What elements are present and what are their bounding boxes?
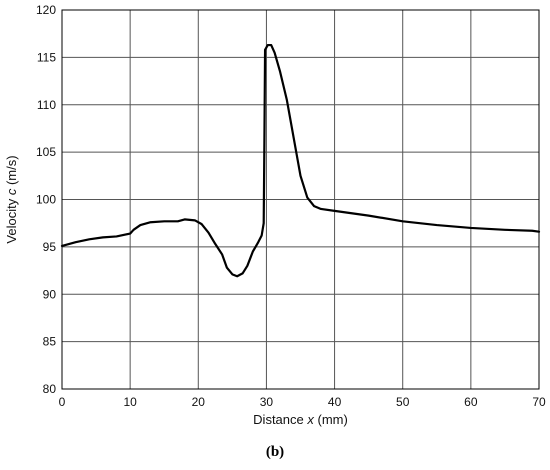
x-tick-label: 20 bbox=[192, 395, 206, 409]
y-tick-label: 85 bbox=[43, 335, 57, 349]
grid-lines bbox=[62, 10, 539, 389]
x-axis-label: Distance x (mm) bbox=[253, 412, 348, 427]
x-tick-label: 70 bbox=[532, 395, 546, 409]
x-tick-label: 10 bbox=[123, 395, 137, 409]
y-tick-label: 110 bbox=[37, 98, 56, 112]
y-tick-label: 90 bbox=[43, 287, 57, 301]
y-tick-label: 115 bbox=[37, 50, 56, 64]
y-tick-label: 100 bbox=[36, 193, 56, 207]
y-tick-label: 105 bbox=[36, 145, 56, 159]
x-tick-label: 60 bbox=[464, 395, 478, 409]
x-tick-label: 50 bbox=[396, 395, 410, 409]
figure-caption: (b) bbox=[0, 444, 550, 461]
velocity-series-line bbox=[62, 45, 539, 276]
y-tick-labels: 80 85 90 95 100 105 110 115 120 bbox=[36, 3, 56, 396]
y-tick-label: 80 bbox=[43, 382, 57, 396]
chart-svg: 0 10 20 30 40 50 60 70 80859095100105110115120 … bbox=[0, 0, 550, 440]
x-tick-label: 0 bbox=[59, 395, 66, 409]
x-tick-label: 40 bbox=[328, 395, 342, 409]
y-tick-label: 120 bbox=[36, 3, 56, 17]
y-tick-label: 95 bbox=[43, 240, 57, 254]
x-tick-label: 30 bbox=[260, 395, 274, 409]
x-tick-labels: 0 10 20 30 40 50 60 70 bbox=[59, 395, 546, 409]
y-axis-label: Velocity c (m/s) bbox=[4, 155, 19, 243]
